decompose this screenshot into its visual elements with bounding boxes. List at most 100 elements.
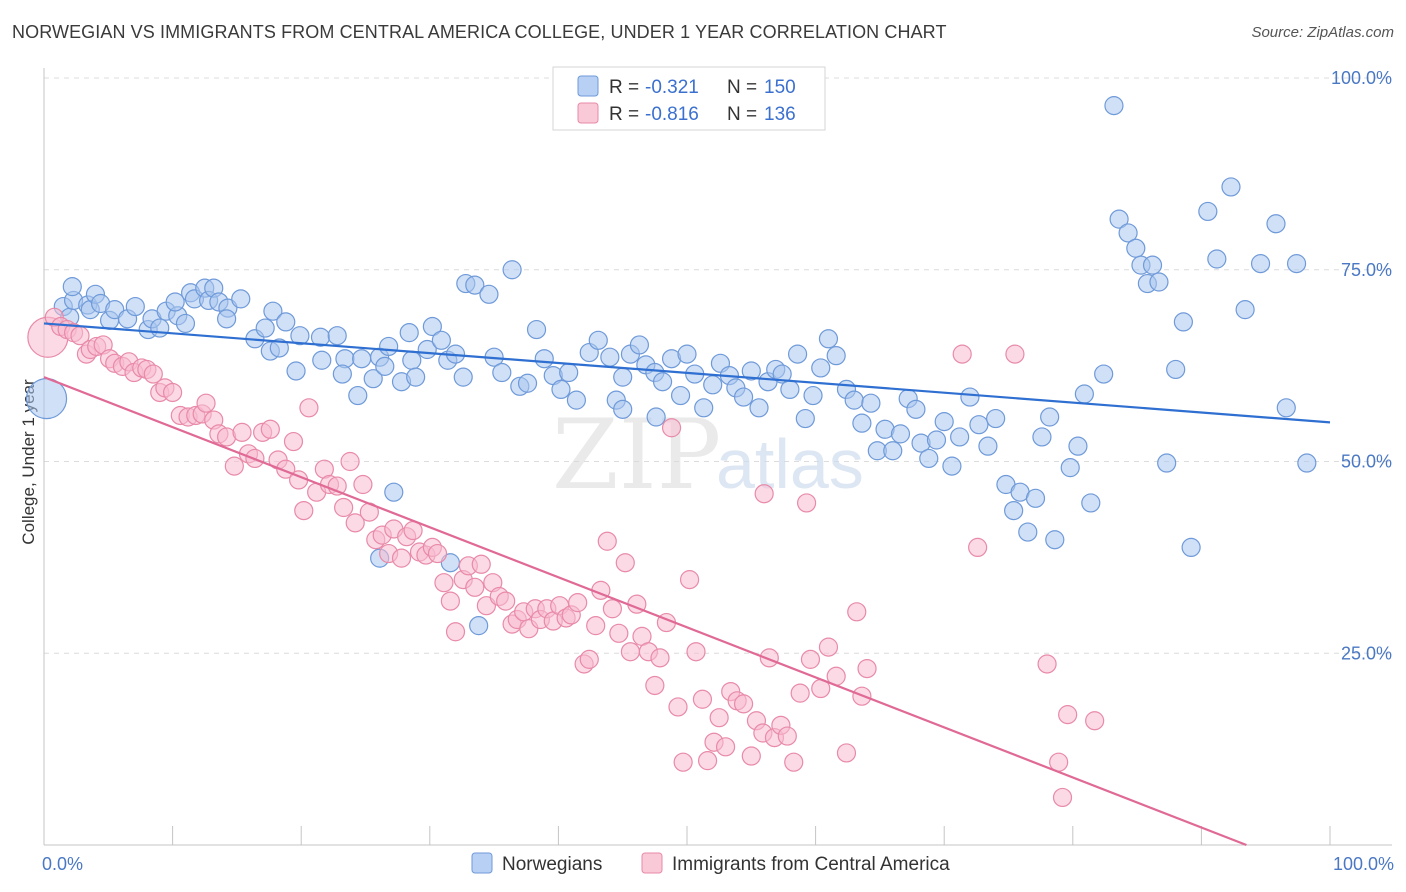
norwegian-point-63 <box>502 260 522 280</box>
legend-r-label-central-america: R = <box>609 104 639 125</box>
central-america-point-136 <box>1085 711 1105 731</box>
central-america-point-39 <box>294 500 314 521</box>
norwegian-point-100 <box>803 385 823 406</box>
y-tick-label-1: 50.0% <box>1341 452 1392 472</box>
norwegian-point-76 <box>613 367 633 387</box>
central-america-point-126 <box>847 602 867 622</box>
norwegian-point-57 <box>453 367 473 387</box>
legend-n-value-central-america: 136 <box>764 104 796 125</box>
central-america-point-101 <box>673 752 693 772</box>
norwegian-point-103 <box>826 346 846 366</box>
central-america-point-48 <box>353 474 373 495</box>
norwegian-point-83 <box>670 385 691 406</box>
stats-legend: R = -0.321 N = 150 R = -0.816 N = 136 <box>552 66 826 131</box>
norwegian-point-34 <box>276 312 296 332</box>
norwegian-point-153 <box>1250 254 1271 274</box>
norwegian-point-27 <box>217 309 237 329</box>
norwegian-point-121 <box>969 415 989 435</box>
norwegian-point-140 <box>1126 238 1146 258</box>
norwegian-point-78 <box>629 335 650 355</box>
norwegian-point-47 <box>375 356 395 376</box>
norwegian-point-18 <box>165 292 185 312</box>
central-america-point-17 <box>143 364 163 384</box>
norwegian-point-97 <box>780 379 800 400</box>
norwegian-point-91 <box>733 387 754 407</box>
central-america-point-123 <box>818 637 839 657</box>
bottom-legend-swatch-central-america <box>641 852 663 874</box>
central-america-point-47 <box>345 513 365 533</box>
norwegian-point-122 <box>978 436 998 456</box>
central-america-point-111 <box>733 694 754 714</box>
norwegian-point-39 <box>327 326 347 346</box>
bottom-legend-label-norwegians: Norwegians <box>502 854 602 875</box>
central-america-point-29 <box>224 456 244 476</box>
watermark-zip: ZIP <box>552 399 721 511</box>
source-credit: Source: ZipAtlas.com <box>1251 24 1394 41</box>
norwegian-point-69 <box>551 379 571 400</box>
central-america-point-46 <box>340 451 360 472</box>
norwegian-point-19 <box>175 313 196 334</box>
central-america-point-125 <box>836 743 857 763</box>
norwegian-point-125 <box>1004 500 1024 521</box>
chart-title: NORWEGIAN VS IMMIGRANTS FROM CENTRAL AME… <box>12 22 947 42</box>
central-america-point-86 <box>586 616 606 636</box>
y-tick-labels: 25.0% 50.0% 75.0% 100.0% <box>1331 68 1392 663</box>
norwegian-point-156 <box>1286 254 1307 274</box>
norwegian-point-50 <box>402 350 422 370</box>
norwegian-point-143 <box>1142 255 1163 275</box>
norwegian-point-102 <box>818 329 839 349</box>
central-america-point-130 <box>1005 344 1025 364</box>
central-america-point-137 <box>1052 787 1073 808</box>
norwegian-point-133 <box>1068 436 1088 456</box>
norwegian-point-152 <box>1235 300 1255 320</box>
legend-n-value-norwegians: 150 <box>764 77 796 98</box>
central-america-point-54 <box>391 548 412 568</box>
norwegian-point-49 <box>399 323 419 343</box>
norwegian-point-4 <box>62 277 82 297</box>
central-america-point-66 <box>465 577 485 597</box>
norwegian-point-151 <box>1221 177 1241 197</box>
central-america-point-60 <box>427 543 448 564</box>
norwegian-point-138 <box>1109 209 1129 229</box>
norwegian-point-31 <box>263 301 283 321</box>
norwegian-point-101 <box>811 358 831 378</box>
norwegian-point-105 <box>844 390 864 410</box>
norwegian-point-111 <box>890 424 911 444</box>
central-america-point-20 <box>163 382 183 403</box>
norwegians-points <box>25 96 1317 636</box>
norwegian-point-162 <box>613 399 633 419</box>
norwegian-point-155 <box>1276 398 1296 418</box>
norwegian-point-161 <box>469 616 489 636</box>
legend-n-label-norwegians: N = <box>727 77 757 98</box>
norwegian-point-116 <box>926 430 947 450</box>
norwegian-point-73 <box>588 330 608 350</box>
central-america-point-92 <box>620 642 641 662</box>
central-america-point-45 <box>334 497 354 518</box>
central-america-point-63 <box>445 622 466 642</box>
central-america-point-99 <box>661 418 682 438</box>
norwegian-point-65 <box>517 373 538 393</box>
central-america-point-105 <box>697 751 718 771</box>
norwegian-point-115 <box>919 448 939 469</box>
central-america-point-67 <box>471 554 491 574</box>
central-america-point-119 <box>784 752 804 772</box>
norwegian-point-60 <box>479 284 499 304</box>
norwegian-point-144 <box>1149 272 1169 292</box>
norwegian-point-107 <box>861 393 881 413</box>
norwegian-point-93 <box>749 398 769 418</box>
central-america-point-40 <box>299 398 319 418</box>
central-america-point-131 <box>968 537 988 558</box>
series-legend: Norwegians Immigrants from Central Ameri… <box>471 852 950 875</box>
x-tick-label-min: 0.0% <box>42 854 83 874</box>
norwegian-point-92 <box>741 361 761 381</box>
central-america-point-90 <box>609 623 629 643</box>
central-america-point-104 <box>692 689 713 709</box>
norwegian-point-135 <box>1081 493 1101 513</box>
bottom-legend-label-central-america: Immigrants from Central America <box>672 854 950 875</box>
central-america-point-132 <box>754 484 774 504</box>
norwegian-point-139 <box>1118 223 1138 243</box>
norwegian-point-12 <box>125 296 145 317</box>
norwegian-point-119 <box>950 427 970 447</box>
norwegian-point-84 <box>677 344 697 364</box>
norwegians-trendline <box>43 322 1331 424</box>
